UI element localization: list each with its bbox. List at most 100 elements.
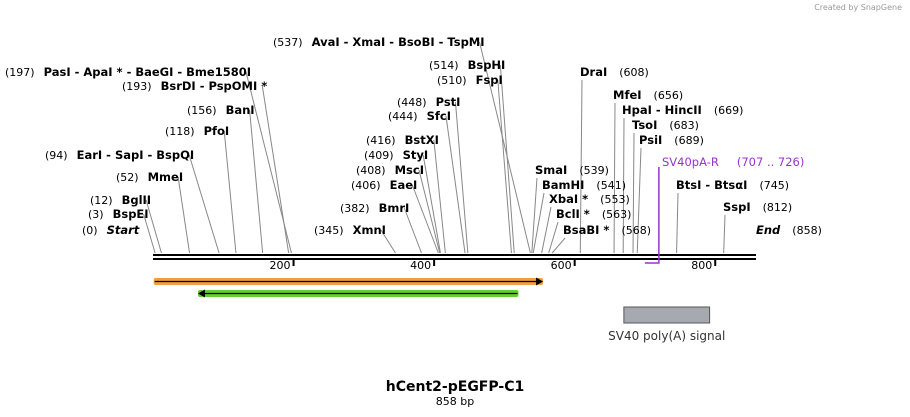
site-name: BanI xyxy=(226,103,255,117)
site-line xyxy=(622,117,625,254)
site-position: (812) xyxy=(763,201,793,214)
site-label: BamHI (541) xyxy=(542,178,626,192)
orange-feature-arrowhead xyxy=(536,277,544,286)
site-name: SfcI xyxy=(427,109,451,123)
site-line xyxy=(177,176,191,254)
site-line xyxy=(188,154,220,254)
site-position: (745) xyxy=(759,179,789,192)
site-name: DraI xyxy=(580,65,607,79)
site-label: (406) EaeI xyxy=(351,178,417,192)
site-position: (408) xyxy=(356,164,386,177)
site-position: (539) xyxy=(579,164,609,177)
site-position: (858) xyxy=(792,224,822,237)
site-name: BtsI - BtsαI xyxy=(676,178,747,192)
site-line xyxy=(636,147,642,254)
site-label: End (858) xyxy=(756,223,822,237)
site-lines xyxy=(143,41,726,254)
map-subtitle: 858 bp xyxy=(436,395,474,408)
site-line xyxy=(551,237,566,254)
site-position: (514) xyxy=(429,59,459,72)
site-label: BclI * (563) xyxy=(556,207,631,221)
site-line xyxy=(445,115,466,254)
primer: SV40pA-R (707 .. 726) xyxy=(644,155,805,264)
site-line xyxy=(548,221,559,254)
site-line xyxy=(531,177,538,254)
axis-tick-label: 200 xyxy=(270,259,291,272)
site-position: (656) xyxy=(654,89,684,102)
site-name: MscI xyxy=(395,163,424,177)
green-feature-arrowhead xyxy=(197,289,205,298)
site-position: (683) xyxy=(669,119,699,132)
site-label: (0) Start xyxy=(82,223,140,237)
site-position: (406) xyxy=(351,179,381,192)
site-label: (510) FspI xyxy=(437,73,503,87)
site-labels: (0) Start(3) BspEI(12) BglII (52) MmeI (94) Ear… xyxy=(5,35,822,237)
site-name: PsiI xyxy=(639,133,662,147)
site-line xyxy=(403,207,422,254)
site-line xyxy=(454,101,469,254)
site-position: (193) xyxy=(122,80,152,93)
site-name: BclI * xyxy=(556,207,590,221)
site-position: (382) xyxy=(340,202,370,215)
site-position: (94) xyxy=(45,149,68,162)
site-position: (156) xyxy=(187,104,217,117)
snapgene-credit: Created by SnapGene xyxy=(814,3,902,12)
site-name: BamHI xyxy=(542,178,584,192)
primer-name: SV40pA-R xyxy=(662,155,719,169)
site-label: (3) BspEI xyxy=(88,207,149,221)
site-position: (12) xyxy=(90,194,113,207)
primer-range: (707 .. 726) xyxy=(737,155,805,169)
site-label: BsaBI * (568) xyxy=(563,223,651,237)
site-line xyxy=(249,109,264,254)
site-position: (345) xyxy=(314,224,344,237)
site-name: PstI xyxy=(436,95,461,109)
site-label: (514) BspHI xyxy=(429,58,505,72)
site-label: (345) XmnI xyxy=(314,223,386,237)
site-name: BspHI xyxy=(468,58,506,72)
site-name: MmeI xyxy=(148,170,184,184)
site-label: (444) SfcI xyxy=(388,109,451,123)
site-label: HpaI - HincII (669) xyxy=(622,103,743,117)
site-line xyxy=(223,130,237,254)
site-label: (537) AvaI - XmaI - BsoBI - TspMI xyxy=(273,35,485,49)
site-label: (193) BsrDI - PspOMI * xyxy=(122,79,267,93)
site-name: EarI - SapI - BspQI xyxy=(77,148,195,162)
site-position: (568) xyxy=(621,224,651,237)
axis-ticks: 200 400 600 800 xyxy=(270,259,717,272)
site-line xyxy=(632,132,635,254)
axis-tick-label: 600 xyxy=(551,259,572,272)
axis-tick-label: 400 xyxy=(410,259,431,272)
site-label: (408) MscI xyxy=(356,163,424,177)
site-name: BsrDI - PspOMI * xyxy=(161,79,268,93)
site-name: TsoI xyxy=(632,118,657,132)
site-line xyxy=(613,102,616,254)
site-position: (689) xyxy=(674,134,704,147)
site-label: PsiI (689) xyxy=(639,133,704,147)
polya-feature-box xyxy=(623,306,711,324)
site-name: StyI xyxy=(403,148,429,162)
axis-tick-label: 800 xyxy=(691,259,712,272)
site-label: MfeI (656) xyxy=(613,88,683,102)
primer-arrow xyxy=(644,167,660,264)
site-position: (510) xyxy=(437,74,467,87)
site-label: SmaI (539) xyxy=(535,163,609,177)
site-line xyxy=(433,139,446,254)
site-label: DraI (608) xyxy=(580,65,649,79)
site-name: PfoI xyxy=(204,124,230,138)
site-line xyxy=(418,169,441,254)
site-position: (541) xyxy=(596,179,626,192)
site-label: (12) BglII xyxy=(90,193,151,207)
site-label: SspI (812) xyxy=(723,200,792,214)
site-line xyxy=(676,192,679,254)
site-position: (3) xyxy=(88,208,104,221)
site-name: AvaI - XmaI - BsoBI - TspMI xyxy=(312,35,485,49)
site-label: (382) BmrI xyxy=(340,201,409,215)
site-label: (197) PasI - ApaI * - BaeGI - Bme1580I xyxy=(5,65,251,79)
site-label: TsoI (683) xyxy=(632,118,699,132)
site-name: MfeI xyxy=(613,88,642,102)
site-line xyxy=(541,206,552,254)
site-label: (118) PfoI xyxy=(165,124,229,138)
site-position: (537) xyxy=(273,36,303,49)
site-position: (409) xyxy=(364,149,394,162)
